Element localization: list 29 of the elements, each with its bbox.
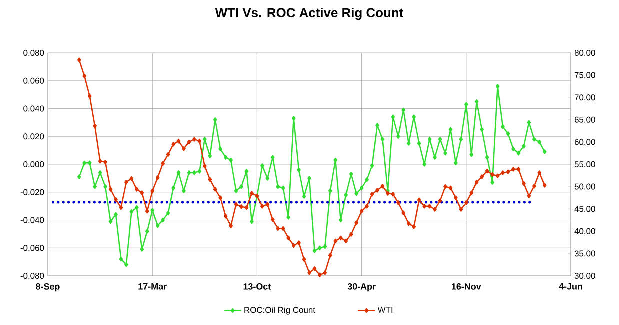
legend-label: ROC:Oil Rig Count [244, 306, 316, 315]
y2-tick-label: 30.00 [574, 273, 596, 279]
y-tick-label: -0.080 [20, 273, 44, 279]
y2-tick-label: 50.00 [574, 184, 596, 190]
x-tick-label: 30-Apr [348, 284, 376, 292]
y2-tick-label: 45.00 [574, 206, 596, 212]
y2-tick-label: 75.00 [574, 72, 596, 78]
legend-label: WTI [378, 307, 393, 313]
y-tick-label: 0.000 [24, 162, 44, 168]
y-tick-label: -0.040 [20, 217, 44, 224]
y2-tick-label: 40.00 [574, 228, 596, 234]
y-tick-label: 0.020 [24, 134, 44, 140]
y2-tick-label: 80.00 [574, 50, 596, 56]
y2-tick-label: 55.00 [574, 162, 596, 168]
y2-tick-label: 60.00 [574, 139, 596, 146]
y2-tick-label: 65.00 [574, 116, 596, 123]
x-tick-label: 4-Jun [559, 284, 582, 290]
x-tick-label: 8-Sep [36, 284, 60, 292]
y-tick-label: 0.080 [24, 50, 44, 56]
y-tick-label: 0.040 [24, 106, 44, 112]
y-tick-label: -0.060 [20, 245, 44, 252]
x-tick-label: 16-Nov [452, 284, 482, 290]
y2-tick-label: 70.00 [574, 94, 596, 101]
chart-title: WTI Vs. ROC Active Rig Count [215, 8, 404, 20]
y2-tick-label: 35.00 [574, 250, 596, 257]
y-tick-label: -0.020 [20, 189, 44, 196]
y-tick-label: 0.060 [24, 78, 44, 84]
x-tick-label: 17-Mar [138, 284, 167, 290]
x-tick-label: 13-Oct [244, 284, 272, 290]
